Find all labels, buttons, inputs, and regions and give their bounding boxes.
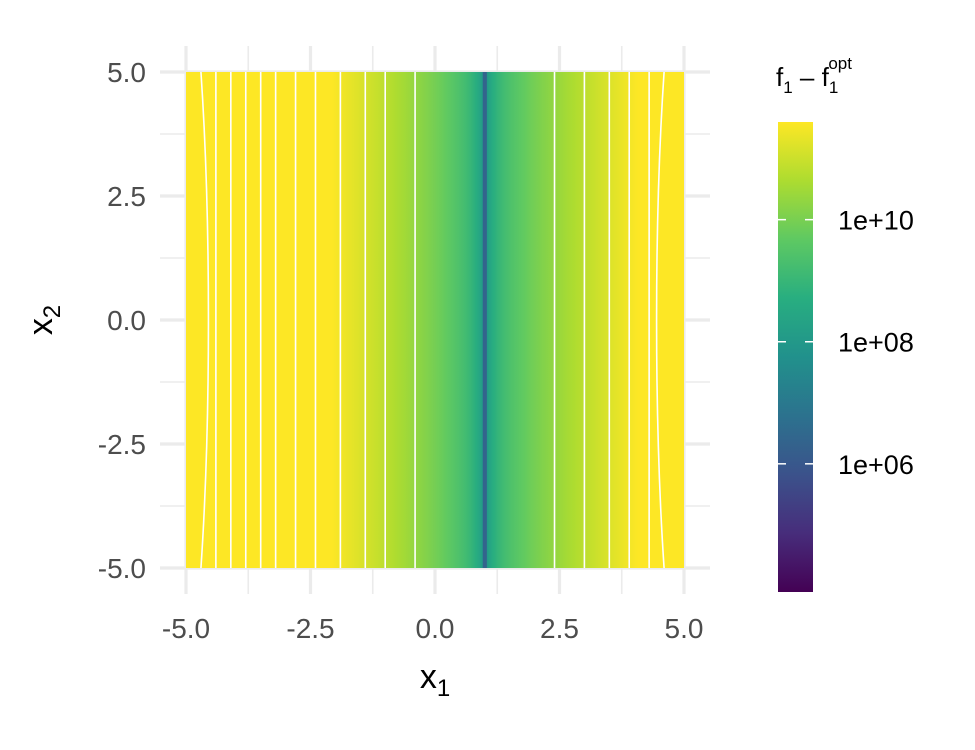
legend-colorbar xyxy=(778,122,813,592)
heatmap-field xyxy=(186,72,684,568)
x-axis-ticks: -5.0 -2.5 0.0 2.5 5.0 xyxy=(162,613,704,644)
y-tick-label: -2.5 xyxy=(98,429,146,460)
x-tick-label: 5.0 xyxy=(665,613,704,644)
x-tick-label: 0.0 xyxy=(416,613,455,644)
x-tick-label: 2.5 xyxy=(540,613,579,644)
legend-tick-label: 1e+10 xyxy=(838,206,914,236)
x-axis-title: x1 xyxy=(420,658,450,702)
contour-lines xyxy=(200,71,665,569)
y-tick-label: -5.0 xyxy=(98,553,146,584)
contour-line xyxy=(200,71,210,569)
y-tick-label: 5.0 xyxy=(107,57,146,88)
y-axis-ticks: 5.0 2.5 0.0 -2.5 -5.0 xyxy=(98,57,146,584)
x-tick-label: -5.0 xyxy=(162,613,210,644)
y-tick-label: 0.0 xyxy=(107,305,146,336)
y-axis-title: x2 xyxy=(22,305,66,335)
legend-title: f1 – f1opt xyxy=(776,54,852,97)
legend-ticks: 1e+06 1e+08 1e+10 xyxy=(778,206,914,480)
legend-tick-label: 1e+08 xyxy=(838,328,914,358)
legend-tick-label: 1e+06 xyxy=(838,450,914,480)
contour-line xyxy=(655,71,665,569)
color-legend: f1 – f1opt 1e+06 1e+08 1e+10 xyxy=(776,54,914,592)
plot-panel xyxy=(186,72,684,568)
y-tick-label: 2.5 xyxy=(107,181,146,212)
x-tick-label: -2.5 xyxy=(286,613,334,644)
